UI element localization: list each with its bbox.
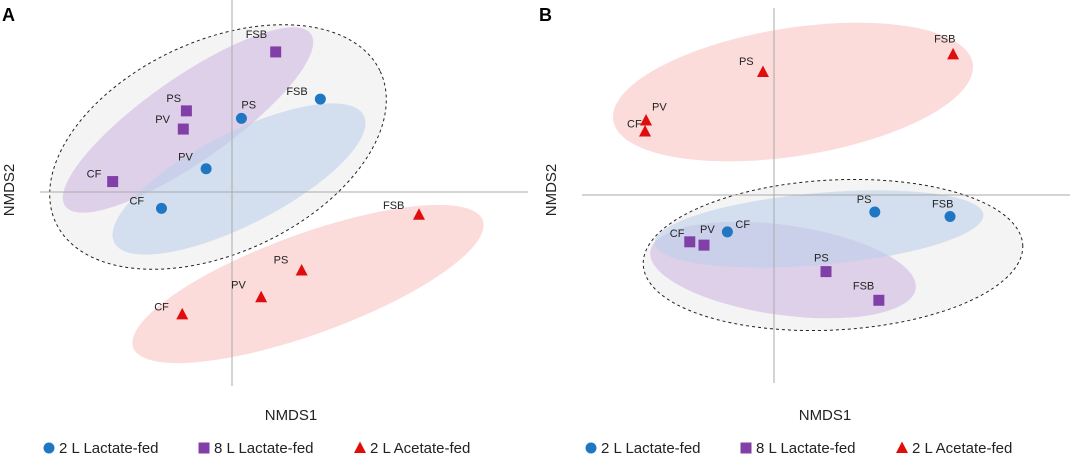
panel-b-8-l-lactate-fed-ps-label: PS xyxy=(814,253,829,265)
panel-a-y-axis-title: NMDS2 xyxy=(1,164,18,217)
panel-b-8-l-lactate-fed-ps-point xyxy=(820,266,832,278)
panel-a-x-axis-title: NMDS1 xyxy=(265,407,318,424)
panel-b-2-l-acetate-fed-cf-point xyxy=(639,125,652,137)
panel-b-2-l-acetate-fed-fsb-label: FSB xyxy=(934,33,955,45)
panel-a-8-l-lactate-fed-pv-point xyxy=(177,123,189,135)
panel-b-8-l-lactate-fed-cf-point xyxy=(684,236,696,248)
panel-a-2-l-acetate-fed-pv-point xyxy=(255,290,268,303)
panel-a-8-l-lactate-fed-ps-label: PS xyxy=(166,93,181,105)
panel-a-2-l-lactate-fed-cf-label: CF xyxy=(129,195,144,207)
panel-b-8-l-lactate-fed-pv-label: PV xyxy=(700,224,715,236)
panel-b-2-l-acetate-fed-fsb-point xyxy=(947,47,960,60)
panel-b-2-l-lactate-fed-ps-point xyxy=(869,206,881,218)
panel-b-legend-2-l-acetate-fed-label: 2 L Acetate-fed xyxy=(912,440,1012,457)
panel-a-8-l-lactate-fed-fsb-label: FSB xyxy=(246,29,267,41)
panel-a-legend-2-l-lactate-fed-label: 2 L Lactate-fed xyxy=(59,440,159,457)
panel-a-2-l-lactate-fed-fsb-label: FSB xyxy=(286,86,307,98)
panel-a-legend-8-l-lactate-fed-label: 8 L Lactate-fed xyxy=(214,440,314,457)
panel-a-2-l-acetate-fed-ps-label: PS xyxy=(274,255,289,267)
panel-b-8-l-lactate-fed-fsb-label: FSB xyxy=(853,280,874,292)
panel-a-2-l-acetate-fed-cf-point xyxy=(176,307,189,320)
panel-b-2-l-acetate-fed-pv-label: PV xyxy=(652,102,667,114)
panel-b-8-l-lactate-fed-cf-label: CF xyxy=(670,228,685,240)
panel-b-legend-2-l-lactate-fed-label: 2 L Lactate-fed xyxy=(601,440,701,457)
panel-a-2-l-acetate-fed-fsb-label: FSB xyxy=(383,200,404,212)
panel-a-2-l-acetate-fed-fsb-point xyxy=(412,208,425,220)
panel-b-legend-2-l-acetate-fed-marker xyxy=(896,441,908,453)
panel-b-2-l-lactate-fed-fsb-point xyxy=(944,210,956,222)
panel-b-8-l-lactate-fed-fsb-point xyxy=(873,294,885,306)
panel-a-2-l-lactate-fed-pv-label: PV xyxy=(178,152,193,164)
panel-a-2-l-lactate-fed-pv-point xyxy=(200,163,212,175)
panel-a-8-l-lactate-fed-fsb-point xyxy=(270,46,282,58)
panel-b-2-l-acetate-fed-pv-point xyxy=(640,114,653,126)
panel-b-2l-lactate-ellipse xyxy=(654,190,984,268)
panel-a-2-l-acetate-fed-cf-label: CF xyxy=(154,301,169,313)
panel-a-2-l-acetate-fed-ps-point xyxy=(295,264,308,276)
panel-b-legend-2-l-lactate-fed-marker xyxy=(585,442,597,454)
panel-a-8-l-lactate-fed-pv-label: PV xyxy=(155,114,170,126)
panel-a-legend-2-l-acetate-fed-marker xyxy=(354,441,366,453)
panel-b-2-l-lactate-fed-ps-label: PS xyxy=(857,194,872,206)
panel-a-2-l-lactate-fed-ps-label: PS xyxy=(241,99,256,111)
panel-b-legend-8-l-lactate-fed-label: 8 L Lactate-fed xyxy=(756,440,856,457)
panel-a-8l-lactate-ellipse xyxy=(62,27,314,213)
panel-a-legend-2-l-lactate-fed-marker xyxy=(43,442,55,454)
panel-a-data-marks: CF PV PS FSB CF PV PS FSB CF PV PS FSB xyxy=(87,29,425,320)
panel-b-2-l-acetate-fed-ps-point xyxy=(756,65,769,77)
panel-a-2-l-acetate-fed-pv-label: PV xyxy=(231,279,246,291)
panel-b-legend-8-l-lactate-fed-marker xyxy=(740,442,752,454)
panel-b: B CF PS FSB CF PV PS FSB CF PV PS FSB NMDS1 NMDS2 xyxy=(539,5,1070,424)
panel-a-ellipses xyxy=(49,24,484,364)
panel-b-2-l-lactate-fed-fsb-label: FSB xyxy=(932,198,953,210)
panel-a-legend-2-l-acetate-fed-label: 2 L Acetate-fed xyxy=(370,440,470,457)
panel-b-legend: 2 L Lactate-fed 8 L Lactate-fed 2 L Acetat… xyxy=(585,440,1012,457)
panel-b-2-l-lactate-fed-cf-point xyxy=(721,226,733,238)
panel-a-legend-8-l-lactate-fed-marker xyxy=(198,442,210,454)
panel-b-ellipses xyxy=(612,22,1024,332)
panel-a: A CF PV PS FSB CF PV PS FSB CF PV PS FSB NMDS1 NMDS… xyxy=(1,0,528,424)
panel-a-8-l-lactate-fed-ps-point xyxy=(180,105,192,117)
panel-b-8-l-lactate-fed-pv-point xyxy=(698,239,710,251)
panel-a-2-l-lactate-fed-cf-point xyxy=(155,202,167,214)
panel-a-2-l-lactate-fed-ps-point xyxy=(235,112,247,124)
panel-a-letter: A xyxy=(2,5,15,25)
panel-a-8-l-lactate-fed-cf-label: CF xyxy=(87,169,102,181)
panel-a-2l-lactate-ellipse xyxy=(112,103,366,255)
panel-b-2-l-lactate-fed-cf-label: CF xyxy=(735,219,750,231)
panel-a-legend: 2 L Lactate-fed 8 L Lactate-fed 2 L Acetat… xyxy=(43,440,470,457)
panel-b-2-l-acetate-fed-cf-label: CF xyxy=(627,119,642,131)
panel-b-letter: B xyxy=(539,5,552,25)
panel-b-x-axis-title: NMDS1 xyxy=(799,407,852,424)
panel-b-data-marks: CF PS FSB CF PV PS FSB CF PV PS FSB xyxy=(627,33,960,306)
panel-a-8-l-lactate-fed-cf-point xyxy=(107,176,119,188)
panel-b-2-l-acetate-fed-ps-label: PS xyxy=(739,56,754,68)
panel-b-y-axis-title: NMDS2 xyxy=(543,164,560,217)
panel-a-2l-acetate-ellipse xyxy=(132,204,484,364)
panel-a-2-l-lactate-fed-fsb-point xyxy=(314,93,326,105)
panel-b-2l-acetate-ellipse xyxy=(612,22,974,162)
